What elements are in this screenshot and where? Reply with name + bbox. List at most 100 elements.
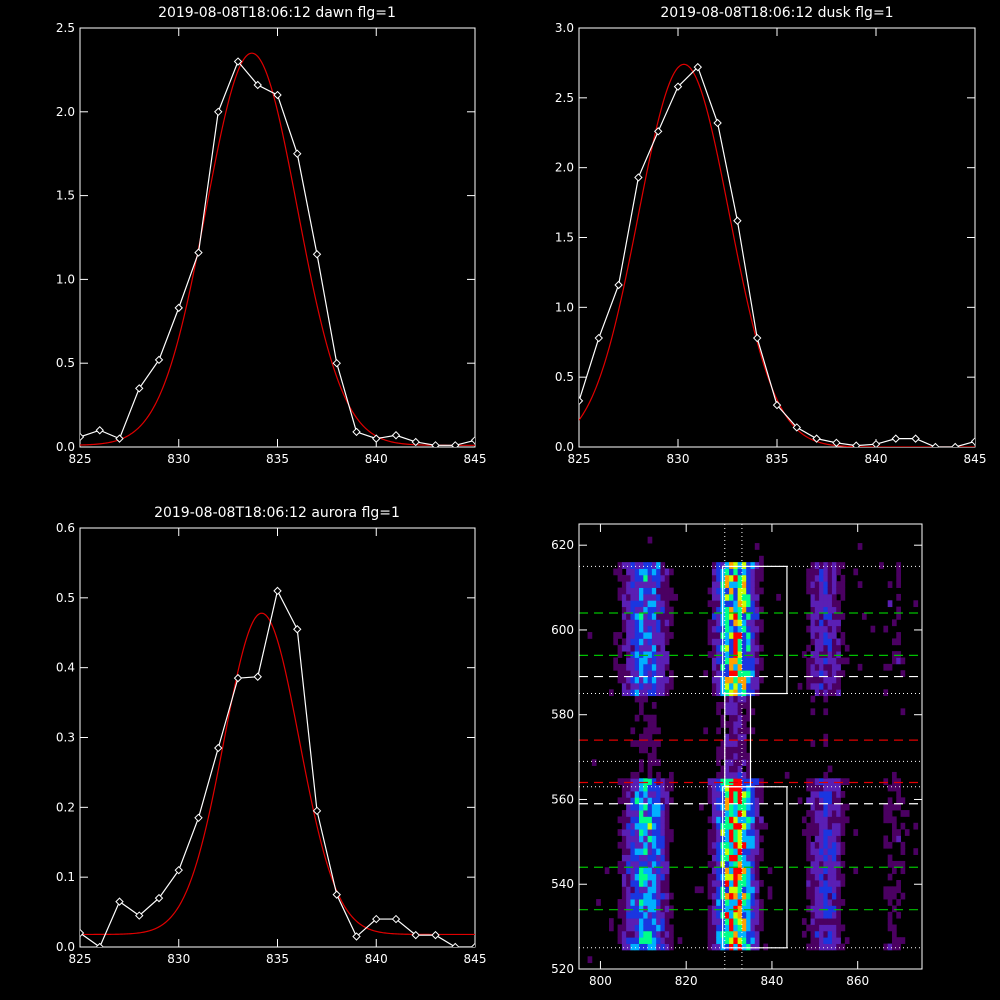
heatmap-cell bbox=[827, 848, 833, 855]
heatmap-cell bbox=[711, 581, 717, 588]
heatmap-cell bbox=[827, 663, 833, 671]
heatmap-cell bbox=[746, 657, 751, 665]
heatmap-cell bbox=[716, 911, 721, 919]
heatmap-cell bbox=[806, 682, 811, 690]
heatmap-cell bbox=[741, 886, 747, 894]
heatmap-cell bbox=[750, 810, 756, 817]
heatmap-cell bbox=[737, 930, 743, 938]
heatmap-cell bbox=[737, 593, 743, 601]
heatmap-cell bbox=[823, 676, 829, 684]
heatmap-cell bbox=[643, 924, 648, 932]
heatmap-cell bbox=[634, 810, 640, 817]
heatmap-cell bbox=[639, 740, 644, 747]
data-point-marker bbox=[253, 672, 262, 681]
heatmap-cell bbox=[887, 892, 893, 900]
heatmap-cell bbox=[617, 816, 623, 824]
heatmap-cell bbox=[660, 911, 666, 919]
heatmap-cell bbox=[896, 899, 901, 906]
heatmap-cell bbox=[660, 593, 666, 601]
heatmap-cell bbox=[823, 784, 829, 792]
heatmap-cell bbox=[823, 797, 829, 805]
heatmap-cell bbox=[831, 600, 837, 608]
heatmap-cell bbox=[831, 829, 837, 836]
heatmap-cell bbox=[724, 911, 730, 919]
heatmap-cell bbox=[823, 835, 829, 843]
heatmap-cell bbox=[729, 930, 734, 938]
heatmap-cell bbox=[754, 689, 760, 697]
heatmap-cell bbox=[831, 892, 837, 900]
heatmap-cell bbox=[621, 860, 627, 868]
heatmap-cell bbox=[814, 822, 820, 830]
heatmap-cell bbox=[750, 835, 756, 843]
heatmap-cell bbox=[806, 835, 811, 843]
heatmap-cell bbox=[827, 829, 833, 836]
heatmap-cell bbox=[763, 822, 769, 830]
heatmap-cell bbox=[660, 670, 666, 677]
heatmap-cell bbox=[647, 689, 653, 697]
heatmap-cell bbox=[660, 606, 666, 614]
data-point-marker bbox=[634, 173, 643, 182]
heatmap-cell bbox=[831, 905, 837, 913]
heatmap-cell bbox=[754, 943, 760, 951]
data-point-marker bbox=[332, 890, 341, 899]
heatmap-cell bbox=[647, 892, 653, 900]
heatmap-cell bbox=[746, 568, 751, 576]
heatmap-cell bbox=[660, 937, 666, 944]
heatmap-cell bbox=[634, 848, 640, 855]
heatmap-cell bbox=[746, 816, 751, 824]
heatmap-cell bbox=[707, 860, 713, 868]
heatmap-cell bbox=[806, 892, 811, 900]
heatmap-cell bbox=[810, 937, 816, 944]
heatmap-cell bbox=[609, 924, 614, 932]
heatmap-cell bbox=[651, 841, 657, 849]
heatmap-cell bbox=[643, 714, 648, 722]
heatmap-cell bbox=[814, 644, 820, 652]
heatmap-cell bbox=[729, 562, 734, 569]
heatmap-cell bbox=[639, 886, 644, 894]
heatmap-cell bbox=[819, 632, 824, 639]
heatmap-cell bbox=[759, 822, 764, 830]
heatmap-cell bbox=[647, 733, 653, 741]
data-point-marker bbox=[174, 303, 183, 313]
heatmap-cell bbox=[626, 638, 631, 646]
heatmap-cell bbox=[617, 778, 623, 786]
heatmap-cell bbox=[651, 714, 657, 722]
heatmap-cell bbox=[639, 574, 644, 582]
heatmap-cell bbox=[647, 670, 653, 677]
heatmap-cell bbox=[746, 613, 751, 620]
heatmap-cell bbox=[750, 600, 756, 608]
heatmap-cell bbox=[831, 930, 837, 938]
heatmap-cell bbox=[759, 854, 764, 862]
heatmap-cell bbox=[621, 854, 627, 862]
heatmap-cell bbox=[759, 924, 764, 932]
heatmap-cell bbox=[814, 587, 820, 595]
heatmap-cell bbox=[887, 918, 893, 925]
heatmap-cell bbox=[669, 587, 674, 595]
heatmap-cell bbox=[647, 930, 653, 938]
heatmap-cell bbox=[724, 905, 730, 913]
heatmap-cell bbox=[733, 676, 739, 684]
heatmap-cell bbox=[883, 943, 889, 951]
heatmap-cell bbox=[896, 581, 901, 588]
heatmap-cell bbox=[810, 695, 816, 703]
heatmap-cell bbox=[724, 841, 730, 849]
heatmap-cell bbox=[891, 867, 897, 875]
heatmap-cell bbox=[656, 803, 661, 811]
heatmap-cell bbox=[656, 593, 661, 601]
heatmap-cell bbox=[604, 867, 610, 875]
heatmap-cell bbox=[617, 829, 623, 836]
heatmap-cell bbox=[754, 899, 760, 906]
heatmap-cell bbox=[827, 816, 833, 824]
heatmap-cell bbox=[656, 625, 661, 633]
heatmap-cell bbox=[741, 797, 747, 805]
heatmap-cell bbox=[853, 568, 859, 576]
heatmap-cell bbox=[754, 644, 760, 652]
heatmap-cell bbox=[656, 657, 661, 665]
heatmap-cell bbox=[823, 670, 829, 677]
heatmap-cell bbox=[746, 689, 751, 697]
heatmap-cell bbox=[621, 822, 627, 830]
heatmap-cell bbox=[733, 638, 739, 646]
heatmap-cell bbox=[831, 587, 837, 595]
heatmap-cell bbox=[656, 816, 661, 824]
heatmap-cell bbox=[643, 600, 648, 608]
